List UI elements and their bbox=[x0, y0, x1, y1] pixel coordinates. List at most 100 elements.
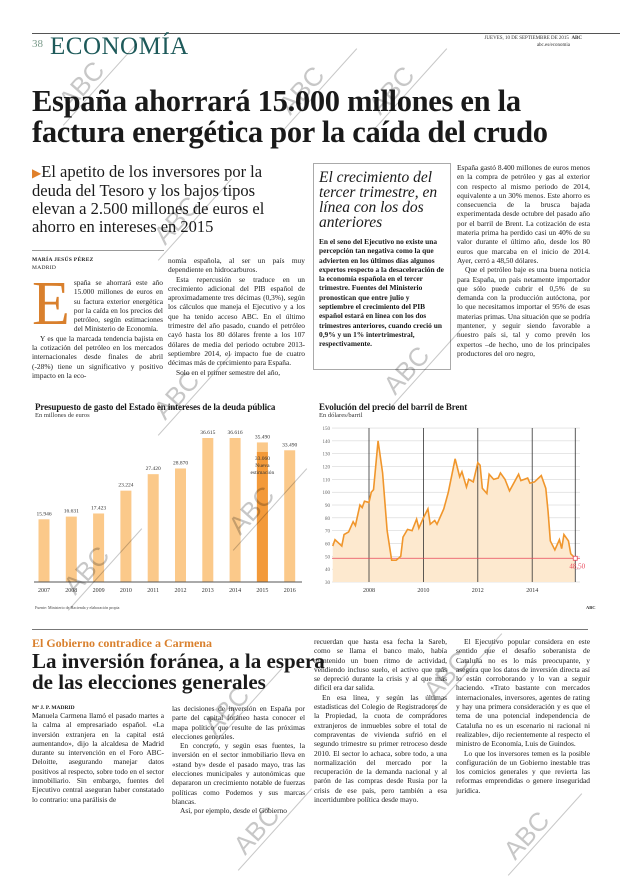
bar-overlay-2015 bbox=[256, 451, 268, 582]
bar-2014 bbox=[229, 437, 241, 582]
bar-label-2012: 28.870 bbox=[173, 460, 188, 466]
headline: España ahorrará 15.000 millones en la fa… bbox=[32, 84, 548, 149]
article2-column-1: Manuela Carmena llamó el pasado martes a… bbox=[32, 711, 164, 804]
arrow-icon: ▶ bbox=[32, 166, 42, 180]
line-chart-subtitle: En dólares/barril bbox=[319, 412, 363, 419]
box-body: En el seno del Ejecutivo no existe una p… bbox=[319, 237, 444, 349]
x-tick-2008: 2008 bbox=[65, 588, 77, 594]
bar-label-2011: 27.420 bbox=[146, 466, 161, 472]
bar-2007 bbox=[38, 519, 50, 582]
bar-chart-subtitle: En millones de euros bbox=[35, 412, 90, 419]
paragraph: spaña se ahorrará este año 15.000 millon… bbox=[73, 278, 163, 334]
article2-column-2: las decisiones de inversión en España po… bbox=[172, 704, 305, 816]
headline-2: La inversión foránea, a la espera de las… bbox=[32, 649, 325, 694]
bar-label-2007: 15.946 bbox=[36, 511, 51, 517]
overlay-label: 33.060 bbox=[255, 456, 270, 462]
paragraph: Así, por ejemplo, desde el Gobierno bbox=[180, 806, 287, 816]
article2-column-3: recuerdan que hasta esa fecha la Sareb, … bbox=[314, 637, 447, 804]
bar-chart: 15.946 2007 16.631 2008 17.423 2009 23.224 2010… bbox=[34, 430, 302, 610]
paragraph: Y es que la marcada tendencia bajista en… bbox=[32, 333, 163, 380]
subheadline: ▶El apetito de los inversores por la deu… bbox=[32, 163, 302, 236]
x-tick-2012: 2012 bbox=[175, 588, 187, 594]
line-chart-header: Evolución del precio del barril de Brent… bbox=[319, 402, 467, 419]
paragraph: Que el petróleo baje es una buena notici… bbox=[457, 265, 590, 358]
article-column-4: España gastó 8.400 millones de euros men… bbox=[457, 163, 590, 358]
paragraph: las decisiones de inversión en España po… bbox=[172, 704, 305, 741]
y-tick-150: 150 bbox=[323, 427, 331, 432]
bar-2010 bbox=[120, 490, 132, 582]
line-chart-title: Evolución del precio del barril de Brent bbox=[319, 402, 468, 412]
y-tick-60: 60 bbox=[325, 543, 331, 548]
y-tick-80: 80 bbox=[325, 517, 331, 522]
last-value-marker bbox=[572, 555, 578, 561]
y-tick-130: 130 bbox=[323, 453, 331, 458]
bar-2011 bbox=[147, 474, 159, 582]
x-tick-2010: 2010 bbox=[417, 588, 429, 594]
bar-label-2010: 23.224 bbox=[118, 483, 133, 489]
x-tick-2009: 2009 bbox=[93, 588, 105, 594]
drop-cap: E bbox=[32, 270, 70, 338]
area-fill bbox=[332, 440, 576, 582]
author: MARÍA JESÚS PÉREZ bbox=[32, 257, 94, 263]
bar-label-2008: 16.631 bbox=[64, 509, 79, 515]
x-tick-2014: 2014 bbox=[526, 588, 538, 594]
bar-2009 bbox=[93, 513, 105, 582]
article-column-2: nomía española, al ser un país muy depen… bbox=[168, 256, 305, 377]
bar-chart-header: Presupuesto de gasto del Estado en inter… bbox=[35, 402, 275, 419]
x-tick-2015: 2015 bbox=[256, 588, 268, 594]
article2-column-4: El Ejecutivo popular considera en este s… bbox=[456, 637, 590, 795]
last-value-label: 48,50 bbox=[569, 562, 585, 570]
bar-2012 bbox=[175, 468, 186, 582]
sidebar-box: El crecimiento del tercer trimestre, en … bbox=[313, 163, 451, 370]
byline-2: Mª J. P. MADRID bbox=[32, 705, 75, 711]
abc-watermark: ABC bbox=[497, 805, 556, 866]
paragraph: recuerdan que hasta esa fecha la Sareb, … bbox=[314, 637, 447, 693]
dateline: JUEVES, 10 DE SEPTIEMBRE DE 2015 ABC abc… bbox=[484, 35, 582, 49]
paragraph: El Ejecutivo popular considera en este s… bbox=[456, 637, 590, 749]
y-tick-120: 120 bbox=[323, 466, 331, 471]
y-tick-70: 70 bbox=[325, 530, 331, 535]
bar-label-2015: 35.490 bbox=[255, 434, 270, 440]
y-tick-30: 30 bbox=[325, 581, 331, 586]
y-tick-90: 90 bbox=[325, 504, 331, 509]
chart-credit: ABC bbox=[586, 605, 596, 610]
bar-chart-title: Presupuesto de gasto del Estado en inter… bbox=[35, 402, 276, 412]
paragraph: En esa línea, y según las últimas estadí… bbox=[314, 692, 447, 805]
paragraph: Manuela Carmena llamó el pasado martes a… bbox=[32, 711, 164, 804]
x-tick-2010: 2010 bbox=[120, 588, 132, 594]
y-tick-140: 140 bbox=[323, 440, 331, 445]
paragraph: Solo en el primer semestre del año, bbox=[176, 367, 281, 377]
location: MADRID bbox=[32, 265, 57, 271]
bar-label-2009: 17.423 bbox=[91, 505, 106, 511]
line-chart: 30 40 50 60 70 80 90 100 110 120 130 140 150 2008 2010… bbox=[323, 427, 596, 610]
x-tick-2014: 2014 bbox=[229, 588, 241, 594]
paragraph: España gastó 8.400 millones de euros men… bbox=[457, 163, 590, 265]
x-tick-2007: 2007 bbox=[38, 588, 50, 594]
overlay-note: Nueva bbox=[255, 463, 270, 469]
bar-label-2013: 36.615 bbox=[200, 430, 215, 436]
date: JUEVES, 10 DE SEPTIEMBRE DE 2015 bbox=[484, 36, 569, 41]
bar-2013 bbox=[202, 438, 214, 582]
paragraph: Esta repercusión se traduce en un crecim… bbox=[168, 274, 305, 368]
x-tick-2012: 2012 bbox=[472, 588, 484, 594]
overlay-note: estimación bbox=[250, 470, 274, 476]
x-tick-2013: 2013 bbox=[202, 588, 214, 594]
bar-2016 bbox=[284, 450, 296, 582]
y-tick-40: 40 bbox=[325, 568, 331, 573]
article-column-1: E spaña se ahorrará este año 15.000 mill… bbox=[32, 270, 163, 380]
paragraph: Lo que los inversores temen es la posibl… bbox=[456, 748, 590, 795]
page-number: 38 bbox=[32, 38, 43, 50]
y-tick-50: 50 bbox=[325, 555, 331, 560]
bar-label-2014: 36.616 bbox=[228, 430, 243, 436]
x-tick-2011: 2011 bbox=[147, 588, 159, 594]
section-url: abc.es/economia bbox=[536, 43, 570, 48]
x-tick-2008: 2008 bbox=[363, 588, 375, 594]
kicker: El Gobierno contradice a Carmena bbox=[32, 636, 212, 650]
y-tick-100: 100 bbox=[323, 491, 331, 496]
bar-label-2016: 33.490 bbox=[282, 442, 297, 448]
section-title: ECONOMÍA bbox=[50, 33, 189, 60]
box-title: El crecimiento del tercer trimestre, en … bbox=[319, 169, 438, 231]
y-tick-110: 110 bbox=[323, 478, 331, 483]
x-tick-2016: 2016 bbox=[284, 588, 296, 594]
paragraph: En concreto, y según esas fuentes, la in… bbox=[172, 741, 305, 806]
